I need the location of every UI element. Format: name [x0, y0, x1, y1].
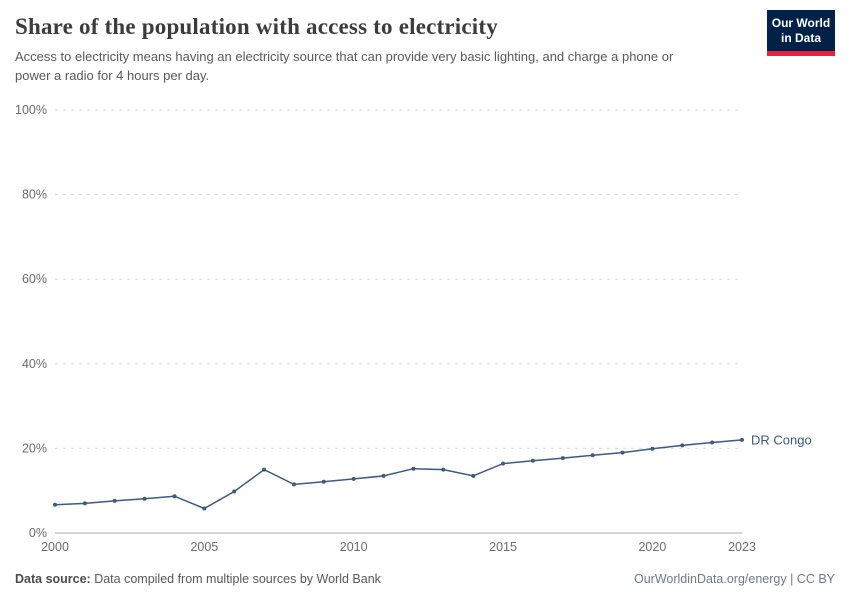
data-line[interactable]: [54, 439, 743, 510]
data-point[interactable]: [501, 461, 505, 466]
data-point[interactable]: [142, 496, 147, 501]
y-tick-label: 0%: [29, 526, 47, 540]
owid-logo[interactable]: Our World in Data: [767, 10, 835, 56]
data-point[interactable]: [471, 473, 476, 478]
owid-logo-line2: in Data: [780, 31, 821, 45]
owid-logo-box: Our World in Data: [767, 10, 835, 51]
owid-logo-line1: Our World: [771, 16, 831, 30]
x-tick-label: 2020: [638, 540, 666, 554]
chart-title: Share of the population with access to e…: [15, 14, 498, 39]
data-point[interactable]: [202, 506, 207, 511]
data-point[interactable]: [441, 467, 446, 472]
data-point[interactable]: [292, 482, 296, 487]
data-point[interactable]: [82, 501, 87, 506]
data-point[interactable]: [321, 479, 326, 484]
data-source-text: Data compiled from multiple sources by W…: [90, 572, 381, 586]
footer-link[interactable]: OurWorldinData.org/energy | CC BY: [633, 572, 835, 586]
owid-logo-red-bar: [767, 51, 835, 56]
data-point[interactable]: [620, 450, 625, 455]
y-tick-label: 60%: [22, 272, 47, 286]
data-point[interactable]: [262, 467, 267, 472]
y-tick-label: 100%: [15, 103, 47, 117]
y-tick-label: 80%: [22, 188, 47, 202]
chart-header: Share of the population with access to e…: [15, 10, 835, 86]
data-point[interactable]: [710, 440, 715, 445]
x-tick-label: 2023: [728, 540, 756, 554]
x-tick-label: 2015: [489, 540, 517, 554]
data-point[interactable]: [680, 443, 685, 448]
data-point[interactable]: [740, 437, 744, 442]
data-source-note: Data source: Data compiled from multiple…: [15, 572, 381, 586]
chart-footer: Data source: Data compiled from multiple…: [15, 572, 835, 586]
data-point[interactable]: [530, 458, 535, 463]
data-point[interactable]: [411, 466, 416, 471]
data-point[interactable]: [232, 489, 237, 494]
data-point[interactable]: [53, 502, 57, 507]
y-tick-label: 20%: [22, 441, 47, 455]
chart-subtitle: Access to electricity means having an el…: [15, 49, 674, 83]
data-point[interactable]: [590, 453, 595, 458]
x-tick-label: 2010: [340, 540, 368, 554]
data-point[interactable]: [172, 494, 177, 499]
data-point[interactable]: [381, 473, 386, 478]
data-point[interactable]: [650, 446, 655, 451]
data-point[interactable]: [351, 476, 356, 481]
data-source-label: Data source:: [15, 572, 91, 586]
y-tick-label: 40%: [22, 357, 47, 371]
x-tick-label: 2000: [41, 540, 69, 554]
data-point[interactable]: [560, 456, 565, 461]
x-tick-label: 2005: [190, 540, 218, 554]
data-point[interactable]: [112, 498, 117, 503]
series-end-label: DR Congo: [751, 432, 812, 447]
